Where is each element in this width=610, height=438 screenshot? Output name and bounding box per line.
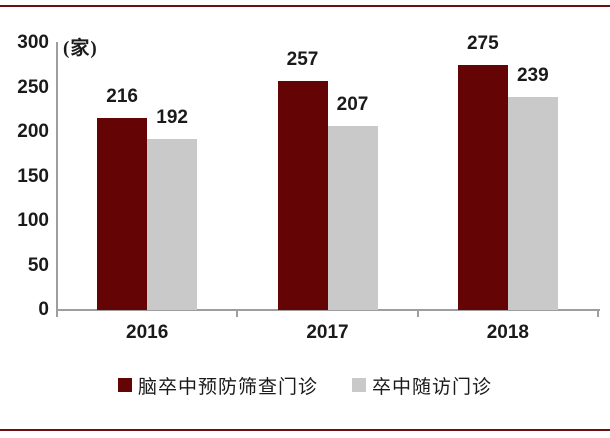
legend-label: 卒中随访门诊: [372, 376, 493, 398]
bar-followup-2018: [507, 97, 558, 310]
y-axis-line: [56, 42, 58, 310]
bar-screening-2018: [457, 65, 508, 310]
bar-value-label: 207: [336, 93, 369, 115]
y-tick-label: 200: [17, 121, 49, 142]
x-category-label: 2018: [486, 322, 529, 343]
legend-item: 脑卒中预防筛查门诊: [117, 372, 318, 399]
y-tick-label: 250: [17, 76, 49, 98]
bar-followup-2016: [147, 139, 198, 310]
bar-value-label: 239: [516, 65, 549, 87]
x-tick-mark: [597, 311, 599, 317]
x-tick-mark: [416, 311, 419, 317]
bar-value-label: 257: [286, 49, 319, 71]
bar-value-label: 192: [156, 107, 188, 129]
legend-item: 卒中随访门诊: [352, 372, 492, 399]
bottom-border-rule: [0, 429, 610, 431]
x-tick-mark: [56, 311, 58, 317]
y-tick-label: 50: [27, 254, 49, 276]
bar-screening-2017: [277, 81, 328, 310]
legend: 脑卒中预防筛查门诊 卒中随访门诊: [0, 372, 610, 398]
bar-value-label: 275: [466, 33, 499, 55]
legend-swatch-icon: [117, 378, 132, 392]
legend-swatch-icon: [352, 378, 366, 392]
y-axis-unit-label: (家): [63, 38, 98, 59]
bar-followup-2017: [327, 125, 378, 310]
x-category-label: 2016: [126, 322, 169, 343]
y-tick-label: 100: [17, 210, 49, 231]
y-tick-label: 0: [38, 299, 49, 320]
bar-value-label: 216: [106, 85, 138, 107]
x-category-label: 2017: [306, 322, 349, 343]
top-border-rule: [0, 5, 610, 7]
legend-label: 脑卒中预防筛查门诊: [137, 376, 318, 398]
y-tick-label: 150: [17, 165, 49, 187]
y-tick-label: 300: [17, 32, 49, 53]
bar-screening-2016: [97, 117, 148, 310]
x-axis-line: [56, 309, 600, 311]
x-tick-mark: [236, 311, 239, 317]
